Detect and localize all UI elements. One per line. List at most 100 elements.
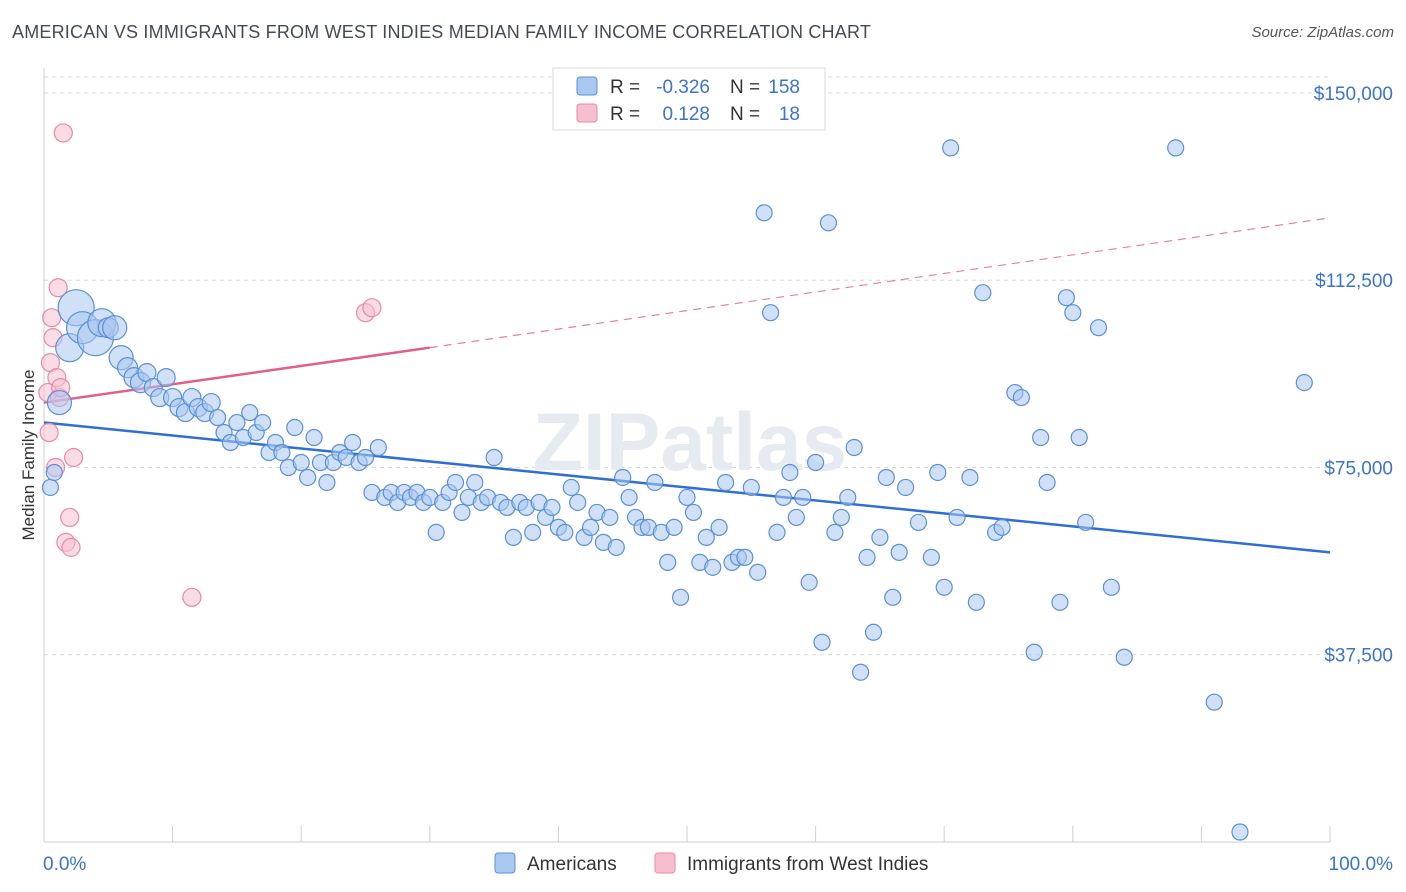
americans-point [1167, 139, 1185, 157]
legend-blue-swatch [576, 76, 598, 96]
americans-point [1064, 304, 1082, 322]
americans-point [524, 523, 542, 542]
americans-point [929, 463, 947, 482]
legend-n-value-1: 158 [768, 77, 800, 98]
legend-bottom: Americans Immigrants from West Indies [494, 852, 928, 875]
legend-r-value-2: 0.128 [662, 104, 710, 125]
west-indies-point [39, 422, 59, 443]
americans-point [665, 518, 683, 537]
americans-point [556, 523, 574, 542]
americans-point [967, 593, 985, 611]
americans-point [877, 468, 895, 487]
americans-point [356, 448, 375, 467]
americans-point [819, 214, 838, 232]
pink-series-points [38, 123, 382, 607]
americans-point [974, 284, 992, 302]
americans-point [736, 548, 754, 566]
axes [43, 68, 1331, 843]
americans-point [614, 468, 632, 487]
americans-point [935, 578, 953, 596]
watermark: ZIPatlas [533, 397, 847, 488]
bottom-legend-americans: Americans [527, 854, 617, 875]
americans-point [671, 588, 690, 606]
americans-point [102, 315, 128, 341]
americans-point [1295, 373, 1313, 392]
americans-point [852, 663, 870, 681]
west-indies-point [53, 123, 73, 143]
west-indies-point [48, 278, 68, 298]
americans-point [209, 408, 227, 427]
americans-point [897, 478, 915, 497]
americans-point [839, 488, 857, 507]
americans-point [832, 508, 850, 527]
americans-point [466, 473, 484, 492]
legend-r-label-1: R = [610, 77, 640, 98]
x-tick-label-min: 0.0% [43, 854, 86, 875]
americans-point [1102, 578, 1120, 596]
y-tick-label: $37,500 [1324, 646, 1393, 667]
americans-point [697, 528, 715, 546]
x-tick-label-max: 100.0% [1329, 854, 1394, 875]
americans-point [601, 508, 619, 527]
west-indies-point [60, 507, 80, 528]
americans-point [201, 392, 221, 413]
americans-point [1051, 593, 1069, 611]
americans-point [704, 558, 722, 576]
y-tick-label: $112,500 [1315, 271, 1393, 292]
americans-point [864, 623, 883, 641]
americans-point [1205, 693, 1223, 711]
americans-point [607, 538, 625, 556]
americans-point [884, 588, 902, 606]
americans-point [678, 488, 696, 507]
americans-point [1231, 823, 1249, 841]
americans-point [569, 493, 587, 512]
americans-point [1012, 388, 1030, 407]
legend-pink-swatch [576, 103, 598, 123]
americans-point [742, 478, 760, 497]
west-indies-point [61, 537, 81, 557]
americans-point [787, 508, 805, 527]
americans-point [292, 453, 310, 472]
americans-point [710, 518, 728, 537]
americans-point [1025, 643, 1043, 661]
americans-point [562, 478, 580, 497]
americans-point [344, 433, 362, 452]
americans-point [781, 463, 799, 482]
americans-point [909, 513, 928, 532]
americans-point [1115, 648, 1133, 666]
americans-point [761, 304, 780, 322]
americans-point [659, 553, 677, 571]
y-tick-label: $150,000 [1314, 84, 1393, 105]
americans-point [369, 438, 387, 457]
legend-n-label-1: N = [730, 77, 760, 98]
legend-n-value-2: 18 [779, 104, 800, 125]
americans-point [1070, 428, 1088, 447]
chart-title: AMERICAN VS IMMIGRANTS FROM WEST INDIES … [12, 22, 872, 42]
americans-point [716, 473, 735, 492]
bottom-legend-blue-swatch [494, 852, 516, 874]
legend-top-box [552, 67, 826, 131]
americans-point [254, 413, 272, 432]
americans-point [774, 488, 793, 507]
americans-point [1057, 289, 1075, 307]
americans-point [768, 523, 786, 542]
americans-point [749, 563, 767, 581]
americans-point [858, 548, 876, 566]
legend-r-value-1: -0.326 [656, 77, 710, 98]
west-indies-point [362, 298, 382, 318]
americans-point [453, 503, 471, 522]
legend-r-label-2: R = [610, 104, 640, 125]
legend-n-label-2: N = [730, 104, 760, 125]
americans-point [427, 523, 445, 542]
americans-point [241, 403, 259, 422]
americans-point [286, 418, 304, 437]
americans-point [318, 473, 336, 492]
trend-lines [43, 217, 1331, 554]
west-indies-trend-extension [429, 217, 1331, 349]
americans-point [993, 518, 1011, 537]
americans-point [942, 139, 960, 157]
americans-point [961, 468, 979, 487]
americans-point [755, 204, 773, 222]
chart-source: Source: ZipAtlas.com [1251, 24, 1394, 41]
